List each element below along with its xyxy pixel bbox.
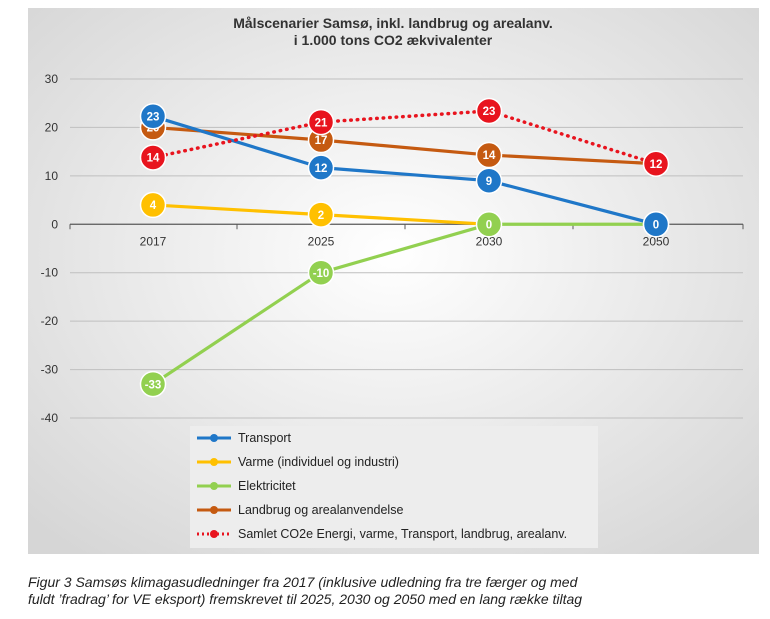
data-point [139, 144, 167, 171]
data-label: 0 [486, 219, 492, 231]
data-label: 4 [150, 200, 157, 212]
data-point [642, 150, 670, 177]
x-tick-label: 2030 [476, 234, 503, 248]
y-tick-label: 20 [45, 120, 59, 134]
figure-caption: Figur 3 Samsøs klimagasudledninger fra 2… [28, 574, 763, 608]
y-tick-label: 10 [45, 169, 59, 183]
data-label: 14 [483, 150, 496, 162]
data-point [475, 97, 503, 125]
data-label: 23 [147, 111, 160, 123]
data-label: 17 [315, 135, 328, 147]
data-point [642, 211, 670, 238]
data-point [307, 108, 335, 136]
data-label: 2 [318, 210, 324, 222]
chart-subtitle: i 1.000 tons CO2 ækvivalenter [294, 32, 493, 48]
data-point [307, 154, 335, 181]
x-tick-label: 2017 [140, 234, 167, 248]
legend-label: Varme (individuel og industri) [238, 455, 399, 469]
data-label: 0 [653, 219, 659, 231]
caption-line-2: fuldt ’fradrag’ for VE eksport) fremskre… [28, 591, 583, 607]
data-point [307, 259, 335, 286]
data-label: 23 [483, 106, 496, 118]
data-point [139, 191, 167, 219]
legend-item-transport: Transport [196, 428, 291, 448]
data-markers: 42-33-100020171423129014212312 [139, 97, 670, 398]
legend-swatch-varme [197, 458, 231, 466]
data-label: -33 [145, 379, 162, 391]
legend-swatch-elektricitet [197, 482, 231, 490]
series-lines [151, 109, 658, 386]
series-line-0 [151, 114, 658, 226]
data-label: 14 [147, 153, 160, 165]
legend-item-elektricitet: Elektricitet [196, 476, 296, 496]
data-point [475, 211, 503, 238]
legend-label: Transport [238, 431, 292, 445]
legend-label: Samlet CO2e Energi, varme, Transport, la… [238, 527, 568, 541]
y-tick-label: -10 [41, 266, 59, 280]
legend-swatch-samlet [197, 530, 231, 538]
y-tick-label: -40 [41, 411, 59, 425]
legend-label: Elektricitet [238, 479, 296, 493]
data-label: 21 [315, 117, 328, 129]
legend-swatch-landbrug [197, 506, 231, 514]
legend-swatch-transport [197, 434, 231, 442]
data-label: -10 [313, 268, 330, 280]
data-point [475, 167, 503, 194]
y-axis: 30 20 10 0 -10 -20 -30 -40 [41, 72, 59, 425]
data-point [139, 103, 167, 130]
y-tick-label: 30 [45, 72, 59, 86]
data-label: 9 [486, 176, 492, 188]
x-tick-label: 2050 [643, 234, 670, 248]
data-label: 12 [315, 163, 328, 175]
y-tick-label: -20 [41, 314, 59, 328]
data-point [139, 370, 167, 398]
y-tick-label: 0 [51, 217, 58, 231]
series-line-2 [151, 222, 658, 386]
y-tick-label: -30 [41, 363, 59, 377]
series-line-3 [151, 125, 658, 166]
legend-item-varme: Varme (individuel og industri) [196, 452, 399, 472]
legend-label: Landbrug og arealanvendelse [238, 503, 404, 517]
chart-title: Målscenarier Samsø, inkl. landbrug og ar… [233, 15, 553, 31]
data-label: 12 [650, 159, 663, 171]
legend-item-samlet: Samlet CO2e Energi, varme, Transport, la… [196, 524, 567, 544]
legend: Transport Varme (individuel og industri)… [190, 426, 598, 548]
data-point [307, 201, 335, 228]
x-tick-label: 2025 [308, 234, 335, 248]
series-line-4 [151, 109, 658, 166]
caption-line-1: Figur 3 Samsøs klimagasudledninger fra 2… [28, 574, 578, 590]
legend-item-landbrug: Landbrug og arealanvendelse [196, 500, 403, 520]
